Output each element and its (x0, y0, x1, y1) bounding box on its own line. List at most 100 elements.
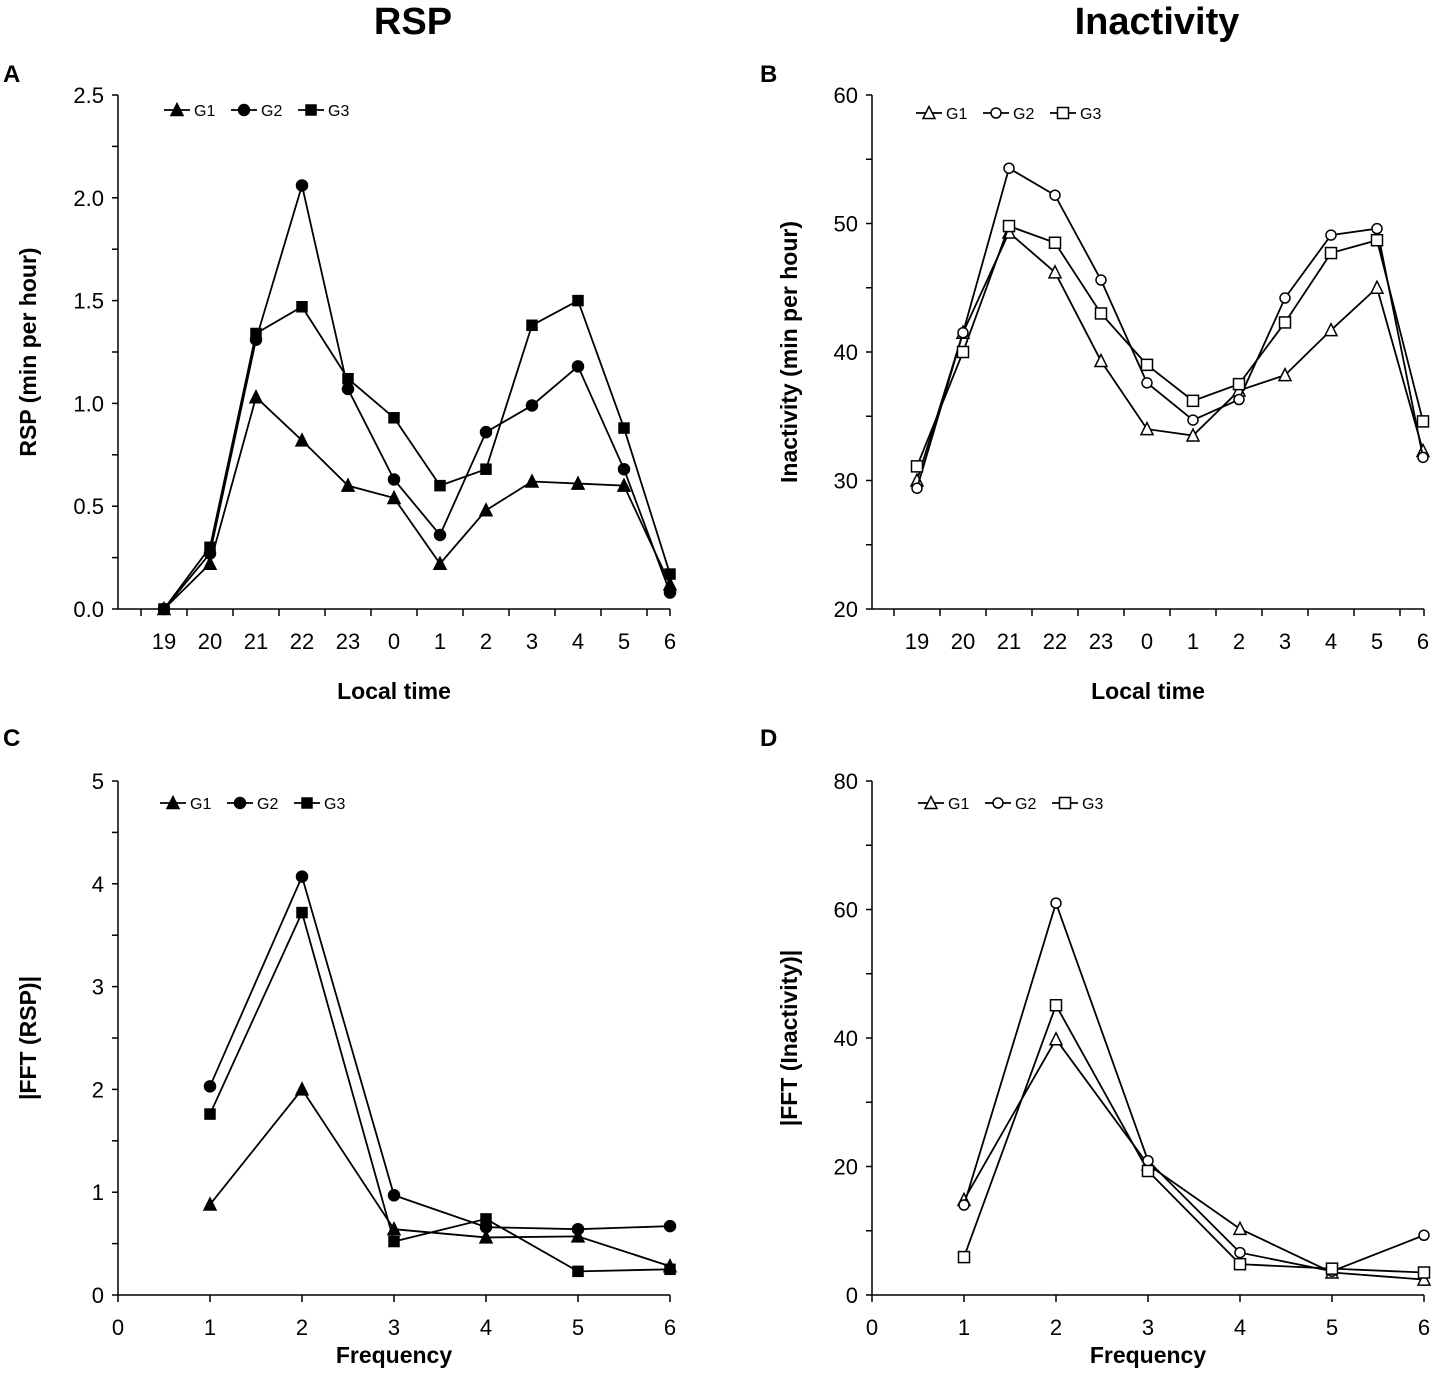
panel-b-x-tick-label: 6 (1417, 629, 1429, 654)
panel-b-x-tick-label: 20 (951, 629, 975, 654)
panel-a-x-tick-label: 21 (244, 629, 268, 654)
panel-d-legend-marker-g3 (1058, 796, 1072, 810)
panel-a-legend-label-g1: G1 (194, 103, 215, 120)
panel-a-y-tick-label: 2.5 (73, 83, 104, 108)
panel-d-series-g2-point (1234, 1246, 1246, 1259)
panel-a-series-g2-point (479, 425, 493, 439)
panel-d-y-tick-label: 40 (834, 1026, 858, 1051)
panel-d-legend-marker-g1 (923, 794, 939, 810)
panel-a-series-g1-line (163, 395, 671, 610)
panel-d-series-g2-point (958, 1199, 970, 1211)
panel-b-legend-marker-g2 (990, 107, 1002, 119)
panel-d-x-tick-label: 1 (958, 1315, 970, 1340)
panel-b-letter: B (760, 61, 777, 88)
panel-b-series-g3-point (1140, 358, 1154, 372)
panel-b-series-g2-point (1279, 292, 1291, 304)
panel-c-series-g1-point (570, 1228, 586, 1243)
panel-c-x-tick-label: 0 (112, 1315, 124, 1340)
panel-d-series-g3-point (957, 1250, 971, 1264)
panel-a-x-tick-label: 4 (572, 629, 584, 654)
panel-b-series-g1-point (1047, 264, 1063, 279)
panel-b-series-g2-point (1325, 229, 1337, 241)
panel-a-series-g3-point (480, 463, 492, 475)
panel-c-legend-label-g2: G2 (257, 796, 278, 813)
panel-c-x-tick-label: 5 (572, 1315, 584, 1340)
panel-a-series-g1-point (386, 489, 402, 505)
panel-b-series-g2-point (911, 482, 923, 494)
panel-a-legend-label-g3: G3 (328, 103, 349, 120)
panel-c-series-g3-point (664, 1263, 676, 1276)
panel-d-series-g3-point (1049, 998, 1063, 1012)
panel-b-series-g3-point (1278, 316, 1292, 329)
panel-b-series-g1-point (1323, 321, 1339, 337)
panel-a-series-g1-point (248, 389, 264, 404)
panel-a-series-g3-point (342, 372, 354, 385)
panel-a-x-tick-label: 6 (664, 629, 676, 654)
panel-a-x-tick-label: 1 (434, 629, 446, 654)
panel-c-y-tick-label: 2 (92, 1077, 104, 1102)
panel-a-x-tick-label: 3 (526, 629, 538, 654)
panel-a-series-g1-point (202, 555, 218, 571)
panel-a-series-g1-point (570, 475, 586, 490)
panel-d-x-tick-label: 6 (1418, 1315, 1430, 1340)
panel-a-series-g1-point (616, 477, 632, 492)
panel-a-series-g3-point (664, 568, 676, 580)
panel-b-series-g3-point (910, 460, 924, 473)
panel-a-series-g2-point (571, 360, 585, 373)
panel-c-x-tick-label: 1 (204, 1315, 216, 1340)
panel-c-x-tick-label: 4 (480, 1315, 492, 1340)
panel-c-legend-marker-g2 (233, 796, 247, 810)
panel-b-x-tick-label: 23 (1089, 629, 1113, 654)
panel-a-x-tick-label: 23 (336, 629, 360, 654)
panel-d-series-g3-point (1141, 1164, 1155, 1178)
panel-a-series-g3-point (388, 412, 400, 424)
panel-d-x-tick-label: 4 (1234, 1315, 1246, 1340)
panel-c-series-g2-point (571, 1222, 585, 1236)
panel-b-series-g2-point (957, 326, 969, 339)
panel-b-series-g1-point (1093, 352, 1109, 368)
panel-d-legend-label-g1: G1 (948, 796, 969, 813)
panel-b-legend-label-g2: G2 (1013, 106, 1034, 123)
panel-b-series-g3-point (1324, 246, 1338, 260)
panel-b-series-g3-point (1002, 219, 1016, 233)
panel-b-y-tick-label: 60 (834, 83, 858, 108)
panel-c-series-g2-point (663, 1219, 677, 1233)
panel-c-series-g1-point (202, 1196, 218, 1211)
panel-a-letter: A (3, 61, 20, 88)
panel-d-series-g2-point (1418, 1229, 1430, 1241)
panel-c-x-tick-label: 6 (664, 1315, 676, 1340)
panel-a-rsp-chart: 0.00.51.01.52.02.519 20 21 22 23 0 1 2 3 4 5 6Local… (15, 83, 678, 704)
panel-b-series-g2-point (1003, 162, 1015, 174)
rsp-column-title: RSP (374, 1, 452, 43)
panel-a-x-tick-label: 19 (152, 629, 176, 654)
panel-a-series-g1-point (340, 477, 356, 492)
panel-b-series-g3-line (916, 224, 1424, 467)
panel-d-series-g1-point (1416, 1271, 1432, 1286)
panel-d-series-g2-point (1050, 897, 1062, 909)
panel-a-x-tick-label: 2 (480, 629, 492, 654)
panel-b-x-tick-label: 22 (1043, 629, 1067, 654)
panel-a-x-tick-label: 20 (198, 629, 222, 654)
panel-d-y-tick-label: 20 (834, 1155, 858, 1180)
panel-d-series-g1-point (1048, 1031, 1064, 1046)
panel-b-series-g3-point (1094, 307, 1108, 320)
panel-b-series-g3-point (1186, 394, 1200, 408)
panel-a-y-tick-label: 1.0 (73, 391, 104, 416)
panel-a-y-tick-label: 0.0 (73, 597, 104, 622)
panel-a-series-g2-point (433, 528, 447, 542)
panel-c-series-g3-point (572, 1265, 584, 1278)
panel-d-legend: G1 G2 G3 (918, 794, 1103, 813)
panel-b-series-g3-point (1416, 415, 1430, 428)
panel-c-x-tick-label: 3 (388, 1315, 400, 1340)
panel-c-x-axis-label: Frequency (336, 1342, 453, 1368)
panel-b-y-tick-label: 20 (834, 597, 858, 622)
panel-a-series-g2-point (341, 382, 355, 396)
panel-a-legend: G1 G2 G3 (164, 101, 349, 120)
panel-a-series-g3-point (158, 603, 170, 615)
panel-b-series-g2-point (1417, 451, 1429, 464)
panel-c-series-g2-point (387, 1189, 401, 1202)
panel-c-y-tick-label: 4 (92, 872, 104, 897)
panel-b-series-g3-point (956, 345, 970, 359)
